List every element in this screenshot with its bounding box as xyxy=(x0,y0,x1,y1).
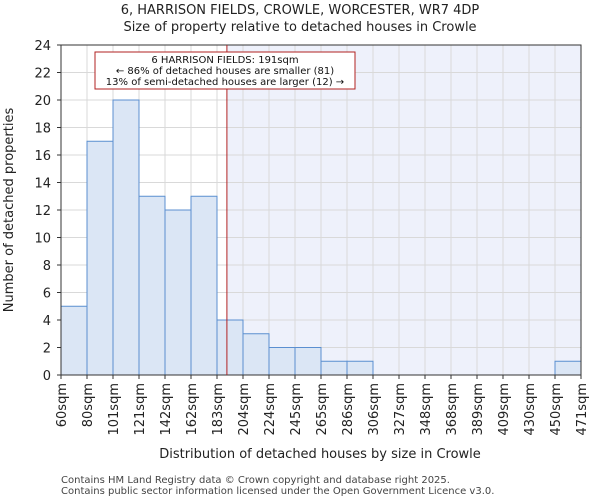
x-tick-label: 265sqm xyxy=(315,383,330,436)
bar-142sqm xyxy=(164,209,192,376)
x-tick-label: 142sqm xyxy=(159,383,174,436)
y-tick-label: 6 xyxy=(43,287,51,302)
x-tick-label: 224sqm xyxy=(263,383,278,436)
y-tick-label: 18 xyxy=(34,122,51,137)
bar-60sqm xyxy=(60,305,88,376)
chart-title-line1: 6, HARRISON FIELDS, CROWLE, WORCESTER, W… xyxy=(121,3,480,18)
y-tick-label: 8 xyxy=(43,259,51,274)
y-tick-label: 4 xyxy=(43,314,51,329)
x-tick-label: 80sqm xyxy=(81,383,96,427)
footer-line2: Contains public sector information licen… xyxy=(61,486,494,497)
x-tick-label: 121sqm xyxy=(133,383,148,436)
x-tick-label: 389sqm xyxy=(471,383,486,436)
bar-183sqm xyxy=(216,319,244,376)
y-tick-label: 24 xyxy=(34,39,51,54)
bar-245sqm xyxy=(294,347,322,376)
bar-204sqm xyxy=(242,333,270,376)
x-tick-label: 101sqm xyxy=(107,383,122,436)
y-tick-label: 20 xyxy=(34,94,51,109)
y-tick-label: 0 xyxy=(43,369,51,384)
chart-title-line2: Size of property relative to detached ho… xyxy=(123,20,476,35)
x-axis-label: Distribution of detached houses by size … xyxy=(159,447,481,462)
x-tick-label: 450sqm xyxy=(549,383,564,436)
y-tick-label: 22 xyxy=(34,67,51,82)
x-tick-label: 368sqm xyxy=(445,383,460,436)
x-tick-label: 430sqm xyxy=(523,383,538,436)
x-tick-label: 306sqm xyxy=(367,383,382,436)
x-tick-label: 348sqm xyxy=(419,383,434,436)
x-tick-label: 60sqm xyxy=(55,383,70,427)
y-tick-label: 16 xyxy=(34,149,51,164)
bar-121sqm xyxy=(138,195,166,376)
annotation-line3: 13% of semi-detached houses are larger (… xyxy=(106,77,344,88)
bar-162sqm xyxy=(190,195,218,376)
x-tick-label: 471sqm xyxy=(575,383,590,436)
bars xyxy=(60,99,582,376)
x-tick-label: 245sqm xyxy=(289,383,304,436)
footer-line1: Contains HM Land Registry data © Crown c… xyxy=(61,475,450,486)
annotation-box: 6 HARRISON FIELDS: 191sqm ← 86% of detac… xyxy=(94,51,356,90)
x-tick-label: 327sqm xyxy=(393,383,408,436)
x-axis-ticks: 60sqm 80sqm 101sqm 121sqm 142sqm 162sqm 183sqm… xyxy=(55,375,590,436)
bar-265sqm xyxy=(320,360,348,376)
x-tick-label: 162sqm xyxy=(185,383,200,436)
annotation-frame xyxy=(94,51,356,90)
bar-101sqm xyxy=(112,99,140,376)
y-tick-label: 2 xyxy=(43,342,51,357)
bar-450sqm xyxy=(554,360,582,376)
annotation-line2: ← 86% of detached houses are smaller (81… xyxy=(116,66,334,77)
bar-80sqm xyxy=(86,140,114,376)
bar-224sqm xyxy=(268,347,296,376)
x-tick-label: 204sqm xyxy=(237,383,252,436)
x-tick-label: 286sqm xyxy=(341,383,356,436)
bar-286sqm xyxy=(346,360,374,376)
y-tick-label: 14 xyxy=(34,177,51,192)
x-tick-label: 183sqm xyxy=(211,383,226,436)
y-axis-label: Number of detached properties xyxy=(2,108,17,313)
y-tick-label: 10 xyxy=(34,232,51,247)
x-tick-label: 409sqm xyxy=(497,383,512,436)
annotation-line1: 6 HARRISON FIELDS: 191sqm xyxy=(151,55,298,66)
y-tick-label: 12 xyxy=(34,204,51,219)
